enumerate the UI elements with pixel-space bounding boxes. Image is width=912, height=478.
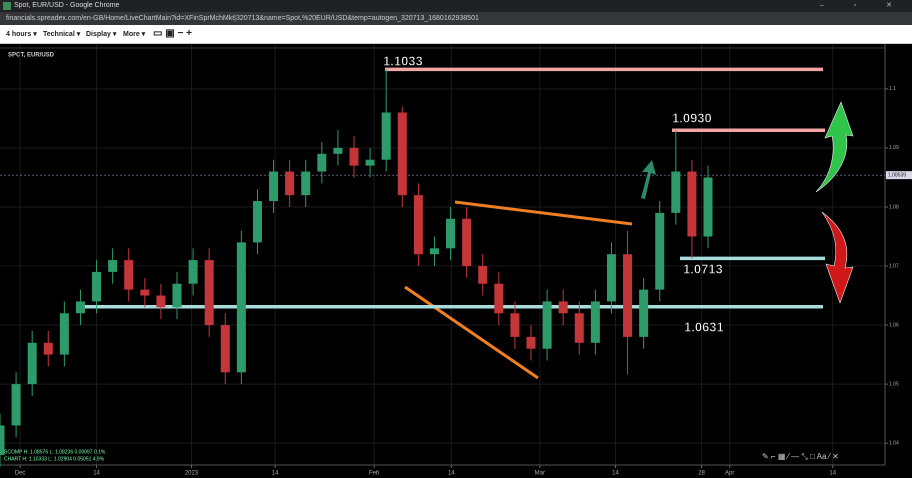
candle-body [108,260,118,272]
y-tick-label: 1.1 [889,86,896,92]
candle-body [446,218,456,249]
candle-body [269,171,279,202]
chart-title: SPOT, EUR/USD [8,53,55,59]
candle-body [703,177,713,237]
candle-body [156,295,166,308]
small-up-arrow [641,160,656,199]
candle-body [397,112,407,196]
candle-body [671,171,681,213]
window-title: Spot, EUR/USD - Google Chrome [14,2,120,9]
candle-body [542,301,552,349]
level-label: 1.0930 [672,110,712,125]
x-tick-label: 14 [829,471,836,477]
candle-body [285,171,295,196]
tool-icons[interactable]: ▭ ▣ − + [153,28,192,39]
candle-body [220,325,230,373]
x-tick-label: Apr [725,471,734,477]
candle-body [590,301,600,343]
candle-body [188,260,198,284]
menu-label: Display [86,31,111,38]
y-tick-label: 1.08 [889,204,899,210]
candle-body [687,171,697,237]
candle-body [623,254,633,337]
candle-body [365,159,375,166]
candle-body [236,242,246,373]
window-controls[interactable]: – ▫ ✕ [819,2,906,9]
y-tick-label: 1.04 [889,440,899,446]
candle-body [574,313,584,343]
y-tick-label: 1.05 [889,381,899,387]
chart: SPOT, EUR/USD SCOMP H: 1.08576 L: 1.0823… [0,44,912,477]
candle-body [0,425,5,455]
x-tick-label: 28 [698,471,705,477]
up-arrow [815,101,854,193]
grid [0,44,888,468]
candle-body [510,313,520,337]
candle-body [140,289,150,296]
app-icon [3,2,11,10]
candle-body [124,260,134,290]
title-bar: Spot, EUR/USD - Google Chrome – ▫ ✕ [0,0,912,12]
address-bar[interactable]: financials.spreadex.com/en-GB/Home/LiveC… [0,12,912,25]
url: financials.spreadex.com/en-GB/Home/LiveC… [6,15,479,22]
candle-body [558,301,568,314]
candle-body [252,201,262,243]
last-price-label: 1.08539 [888,172,906,178]
drawing-tools[interactable]: ✎ ⌐ ▦ ⁄ — ⤡ □ Aa ⁄ ✕ [762,452,839,461]
y-tick-label: 1.09 [889,145,899,151]
timeframe-menu[interactable]: 4 hours ▾ [6,31,37,38]
candle-body [494,283,504,314]
y-tick-label: 1.06 [889,322,899,328]
level-label: 1.0713 [683,261,723,276]
x-tick-label: Mar [535,471,545,477]
candle-body [75,301,85,314]
candle-body [172,283,182,308]
candles [0,69,713,467]
level-label: 1.1033 [383,53,423,68]
candle-body [526,336,536,349]
menu-label: 4 hours [6,31,32,38]
candle-body [606,254,616,302]
last-price-box [886,171,912,180]
display-menu[interactable]: Display ▾ [86,31,117,38]
candle-body [317,153,327,172]
candle-body [639,289,649,337]
x-tick-label: Feb [369,471,380,477]
technical-menu[interactable]: Technical ▾ [43,31,81,38]
level-label: 1.0631 [684,319,724,334]
down-arrow [821,211,854,304]
candle-body [381,112,391,160]
candle-body [92,271,102,302]
menu-label: More [123,31,140,38]
candle-body [655,212,665,290]
more-menu[interactable]: More ▾ [123,31,146,38]
menu-label: Technical [43,31,75,38]
candle-body [11,384,21,426]
candle-body [43,342,53,355]
candle-body [349,147,359,166]
candle-body [27,342,37,385]
candle-body [333,147,343,154]
x-tick-label: 14 [612,471,619,477]
y-tick-label: 1.07 [889,263,899,269]
x-tick-label: 14 [93,471,100,477]
candle-body [478,266,488,284]
candle-body [462,218,472,267]
candle-body [413,195,423,255]
info-line: CHART H: 1.10333 L: 1.02904 0.05051 4.9% [4,456,105,462]
candle-body [59,313,69,355]
x-tick-label: 14 [272,471,279,477]
trend-line [404,285,539,380]
candle-body [429,248,439,255]
x-tick-label: 14 [448,471,455,477]
x-tick-label: 2023 [185,471,199,477]
info-line: SCOMP H: 1.08576 L: 1.08236 0.00097 0.1% [4,449,106,455]
candle-body [301,171,311,196]
toolbar: 4 hours ▾ Technical ▾ Display ▾ More ▾ ▭… [0,25,912,44]
candle-body [204,260,214,326]
trend-line [454,200,633,226]
x-tick-label: Dec [15,471,26,477]
